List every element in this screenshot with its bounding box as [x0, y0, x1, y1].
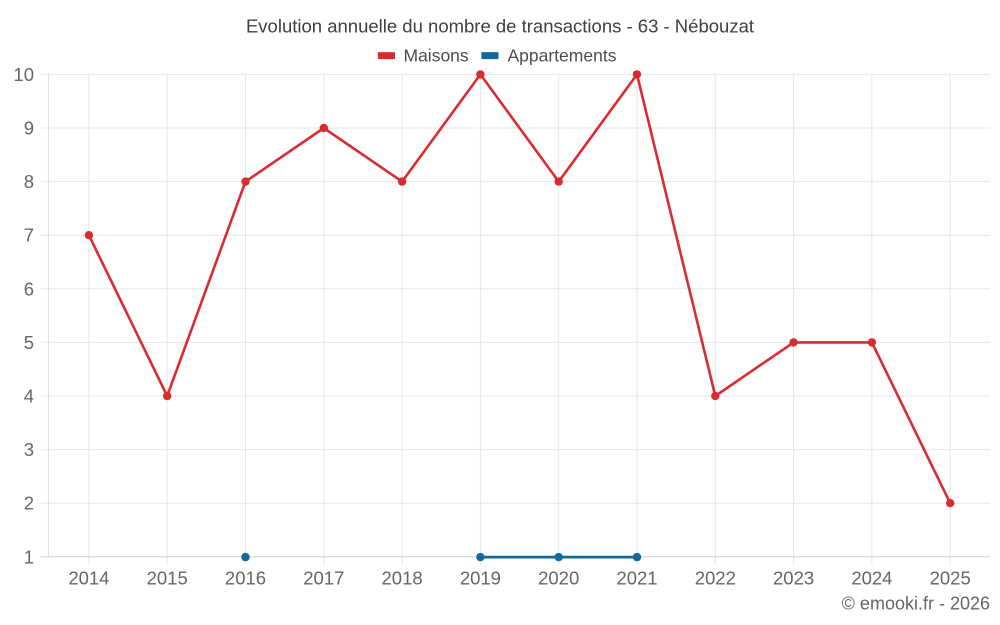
- svg-text:2014: 2014: [68, 568, 109, 589]
- svg-text:Evolution annuelle du nombre d: Evolution annuelle du nombre de transact…: [246, 16, 754, 37]
- svg-text:8: 8: [24, 171, 34, 192]
- svg-text:2018: 2018: [382, 568, 423, 589]
- svg-text:2025: 2025: [930, 568, 971, 589]
- svg-text:Appartements: Appartements: [508, 46, 617, 66]
- svg-text:2024: 2024: [851, 568, 892, 589]
- svg-text:5: 5: [24, 332, 34, 353]
- svg-text:9: 9: [24, 118, 34, 139]
- svg-text:2023: 2023: [773, 568, 814, 589]
- svg-text:2015: 2015: [147, 568, 188, 589]
- svg-text:3: 3: [24, 439, 34, 460]
- svg-text:2016: 2016: [225, 568, 266, 589]
- svg-text:2019: 2019: [460, 568, 501, 589]
- svg-text:2017: 2017: [303, 568, 344, 589]
- svg-text:4: 4: [24, 386, 34, 407]
- svg-text:6: 6: [24, 278, 34, 299]
- svg-text:2: 2: [24, 493, 34, 514]
- svg-text:2020: 2020: [538, 568, 579, 589]
- svg-text:1: 1: [24, 546, 34, 567]
- svg-text:2022: 2022: [695, 568, 736, 589]
- svg-text:7: 7: [24, 225, 34, 246]
- svg-text:© emooki.fr - 2026: © emooki.fr - 2026: [842, 594, 990, 614]
- svg-text:10: 10: [13, 64, 34, 85]
- svg-text:2021: 2021: [616, 568, 657, 589]
- svg-text:Maisons: Maisons: [404, 46, 469, 66]
